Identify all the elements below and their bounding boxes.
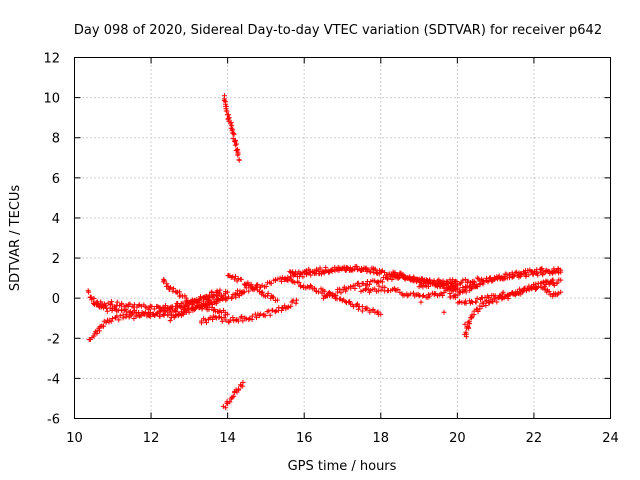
y-tick-label: 6 [52, 172, 60, 187]
y-axis-label: SDTVAR / TECUs [8, 185, 23, 292]
series-track-k [283, 276, 384, 317]
axis-ticks [74, 57, 611, 419]
series-track-t [542, 287, 564, 299]
series-track-g [220, 379, 246, 411]
y-tick-label: -4 [47, 372, 60, 387]
isolated-point [441, 309, 447, 315]
x-tick-label: 24 [602, 431, 619, 446]
data-series [85, 93, 564, 411]
y-tick-label: 2 [52, 252, 60, 267]
x-tick-label: 10 [66, 431, 83, 446]
series-track-o [390, 269, 460, 293]
y-tick-label: 8 [52, 132, 60, 147]
series-track-e [167, 289, 246, 324]
x-tick-label: 22 [526, 431, 543, 446]
y-tick-label: 4 [52, 212, 60, 227]
y-tick-label: 10 [43, 92, 60, 107]
x-tick-label: 14 [219, 431, 236, 446]
y-tick-label: 12 [43, 52, 60, 67]
x-tick-label: 16 [296, 431, 313, 446]
chart-title-text: Day 098 of 2020, Sidereal Day-to-day VTE… [74, 23, 602, 38]
x-axis-label: GPS time / hours [288, 459, 397, 474]
isolated-point [418, 299, 424, 305]
series-track-q [447, 265, 564, 301]
y-tick-label: -6 [47, 413, 60, 428]
chart-title: Day 098 of 2020, Sidereal Day-to-day VTE… [74, 23, 602, 38]
x-tick-label: 20 [449, 431, 466, 446]
y-tick-label: 0 [52, 292, 60, 307]
y-tick-label: -2 [47, 332, 60, 347]
x-tick-label: 12 [143, 431, 160, 446]
x-tick-label: 18 [373, 431, 390, 446]
series-track-s [455, 277, 556, 306]
isolated-point [462, 321, 468, 327]
series-track-n [358, 282, 479, 301]
grid-lines [74, 57, 611, 419]
plot-frame [74, 57, 611, 419]
x-tick-labels: 10 12 14 16 18 20 22 24 [66, 431, 619, 446]
y-tick-labels: -6 -4 -2 0 2 4 6 8 10 12 [43, 52, 60, 428]
series-track-f [221, 93, 242, 163]
series-track-h [198, 297, 300, 326]
